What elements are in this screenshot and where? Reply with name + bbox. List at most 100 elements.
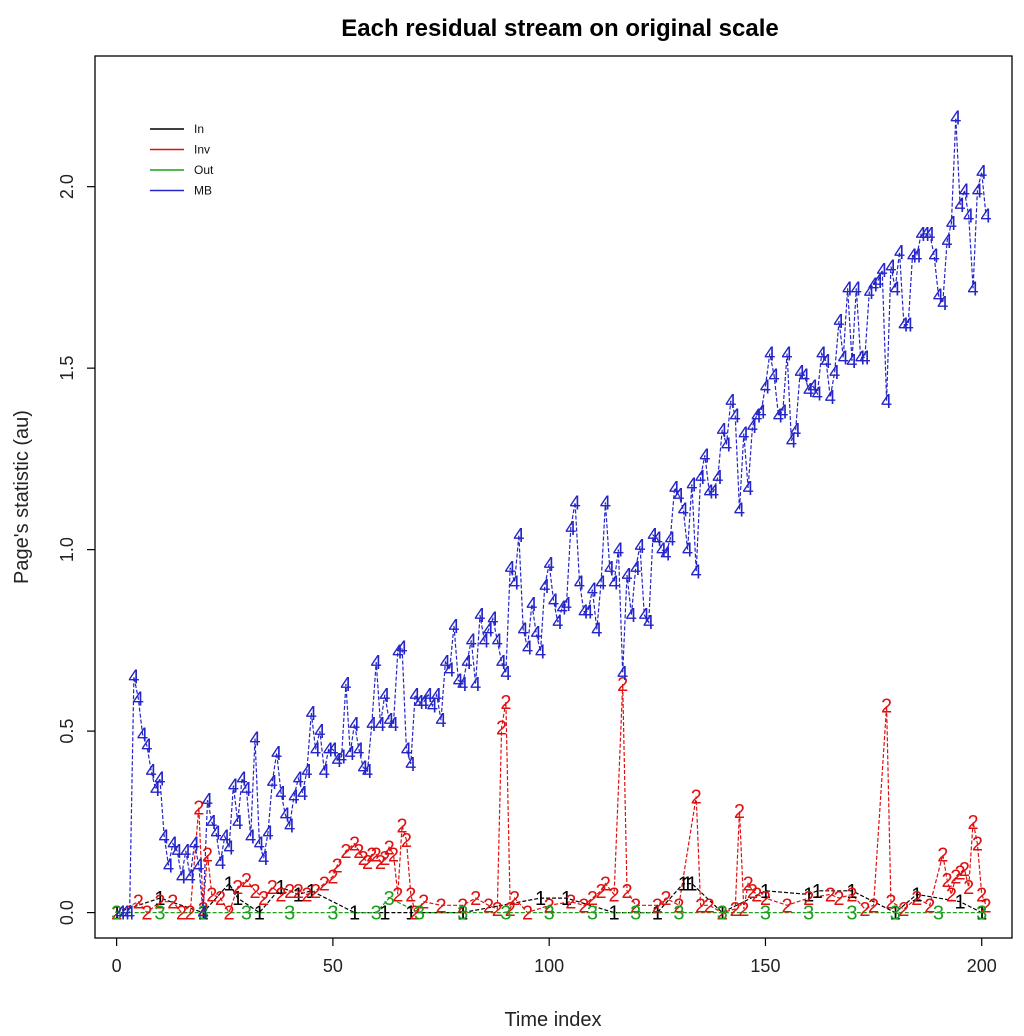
point-mb: 4 xyxy=(807,376,818,398)
point-mb: 4 xyxy=(933,286,944,308)
point-inv: 2 xyxy=(782,895,793,917)
x-axis-label: Time index xyxy=(504,1009,601,1031)
point-mb: 4 xyxy=(621,565,632,587)
point-mb: 4 xyxy=(306,703,317,725)
point-inv: 2 xyxy=(565,892,576,914)
point-mb: 4 xyxy=(608,572,619,594)
point-inv: 2 xyxy=(275,884,286,906)
point-in: 1 xyxy=(812,881,823,903)
point-inv: 2 xyxy=(751,884,762,906)
point-mb: 4 xyxy=(297,783,308,805)
x-tick-label: 50 xyxy=(323,956,343,976)
point-mb: 4 xyxy=(193,855,204,877)
point-mb: 4 xyxy=(509,572,520,594)
point-mb: 4 xyxy=(816,344,827,366)
point-inv: 2 xyxy=(340,841,351,863)
point-mb: 4 xyxy=(137,725,148,747)
point-mb: 4 xyxy=(172,841,183,863)
point-mb: 4 xyxy=(492,630,503,652)
point-mb: 4 xyxy=(526,594,537,616)
point-mb: 4 xyxy=(773,405,784,427)
point-mb: 4 xyxy=(293,768,304,790)
point-mb: 4 xyxy=(500,663,511,685)
point-mb: 4 xyxy=(617,663,628,685)
point-mb: 4 xyxy=(872,271,883,293)
point-out: 3 xyxy=(587,903,598,925)
point-inv: 2 xyxy=(349,834,360,856)
point-mb: 4 xyxy=(435,710,446,732)
point-mb: 4 xyxy=(665,529,676,551)
point-inv: 2 xyxy=(946,884,957,906)
point-inv: 2 xyxy=(435,895,446,917)
point-inv: 2 xyxy=(388,845,399,867)
point-inv: 2 xyxy=(284,881,295,903)
point-mb: 4 xyxy=(379,685,390,707)
x-tick-label: 100 xyxy=(534,956,564,976)
point-inv: 2 xyxy=(803,888,814,910)
point-mb: 4 xyxy=(375,714,386,736)
point-inv: 2 xyxy=(652,895,663,917)
point-mb: 4 xyxy=(799,365,810,387)
point-inv: 2 xyxy=(375,852,386,874)
point-mb: 4 xyxy=(513,525,524,547)
point-mb: 4 xyxy=(535,641,546,663)
point-mb: 4 xyxy=(180,841,191,863)
point-mb: 4 xyxy=(842,278,853,300)
point-in: 1 xyxy=(535,888,546,910)
point-mb: 4 xyxy=(968,278,979,300)
point-mb: 4 xyxy=(630,558,641,580)
point-mb: 4 xyxy=(310,739,321,761)
point-out: 3 xyxy=(890,903,901,925)
point-inv: 2 xyxy=(522,903,533,925)
series-line-mb xyxy=(121,117,987,914)
point-mb: 4 xyxy=(591,619,602,641)
point-inv: 2 xyxy=(578,895,589,917)
point-mb: 4 xyxy=(829,362,840,384)
point-mb: 4 xyxy=(154,768,165,790)
point-mb: 4 xyxy=(470,674,481,696)
x-tick-label: 150 xyxy=(750,956,780,976)
y-tick-label: 0.0 xyxy=(57,900,77,925)
point-inv: 2 xyxy=(405,884,416,906)
point-in: 1 xyxy=(198,903,209,925)
point-out: 3 xyxy=(717,903,728,925)
point-inv: 2 xyxy=(241,870,252,892)
point-mb: 4 xyxy=(937,293,948,315)
point-mb: 4 xyxy=(336,747,347,769)
point-mb: 4 xyxy=(803,380,814,402)
point-inv: 2 xyxy=(596,881,607,903)
point-inv: 2 xyxy=(730,899,741,921)
point-inv: 2 xyxy=(418,892,429,914)
point-mb: 4 xyxy=(141,736,152,758)
point-mb: 4 xyxy=(198,903,209,925)
point-mb: 4 xyxy=(756,402,767,424)
point-mb: 4 xyxy=(734,500,745,522)
point-mb: 4 xyxy=(150,779,161,801)
point-mb: 4 xyxy=(634,536,645,558)
point-mb: 4 xyxy=(440,652,451,674)
point-mb: 4 xyxy=(626,605,637,627)
point-inv: 2 xyxy=(859,899,870,921)
point-mb: 4 xyxy=(314,721,325,743)
point-mb: 4 xyxy=(920,224,931,246)
point-inv: 2 xyxy=(760,888,771,910)
point-mb: 4 xyxy=(544,554,555,576)
point-mb: 4 xyxy=(124,903,135,925)
point-mb: 4 xyxy=(916,224,927,246)
point-mb: 4 xyxy=(487,609,498,631)
point-mb: 4 xyxy=(202,790,213,812)
point-inv: 2 xyxy=(881,696,892,718)
plot-frame xyxy=(94,55,1013,939)
point-inv: 2 xyxy=(704,895,715,917)
point-inv: 2 xyxy=(743,874,754,896)
point-out: 3 xyxy=(154,903,165,925)
point-mb: 4 xyxy=(185,866,196,888)
point-inv: 2 xyxy=(353,841,364,863)
point-mb: 4 xyxy=(457,674,468,696)
point-mb: 4 xyxy=(583,601,594,623)
point-mb: 4 xyxy=(976,162,987,184)
point-mb: 4 xyxy=(725,391,736,413)
point-mb: 4 xyxy=(652,529,663,551)
point-mb: 4 xyxy=(237,768,248,790)
